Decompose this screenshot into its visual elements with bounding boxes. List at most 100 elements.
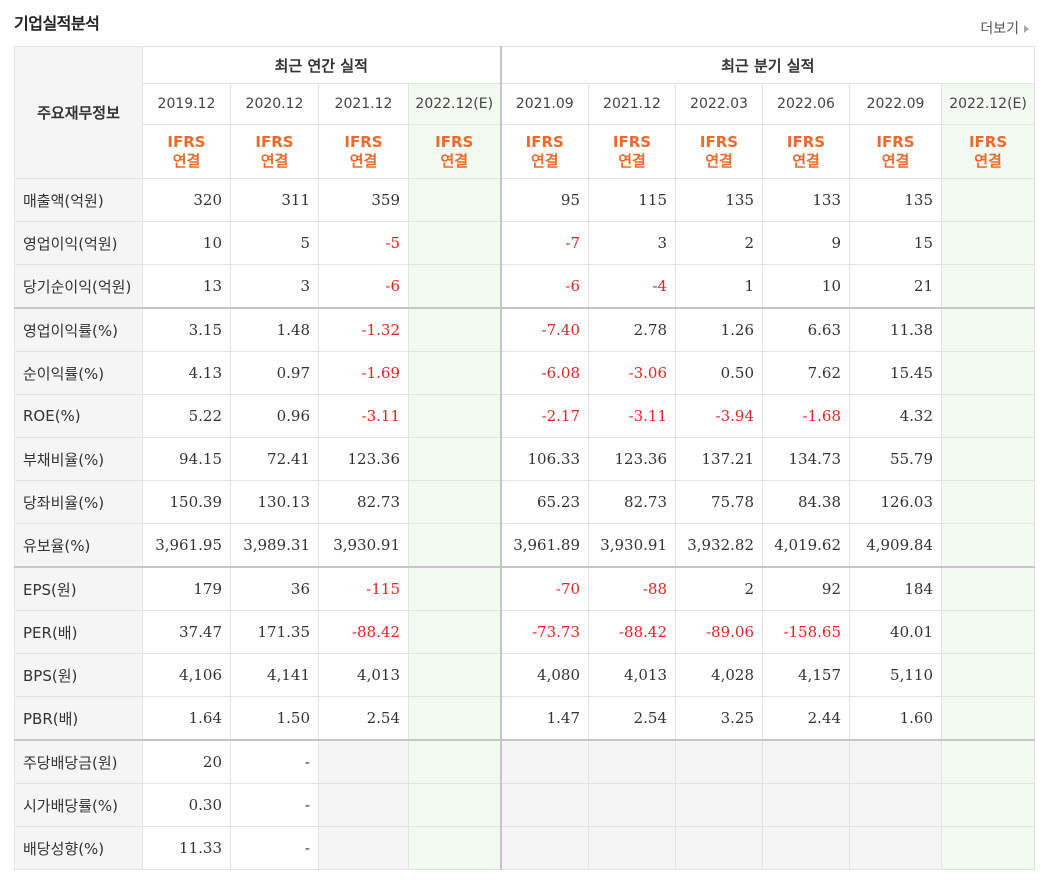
table-cell	[408, 351, 502, 395]
row-label: 영업이익(억원)	[14, 221, 143, 265]
table-cell	[588, 739, 676, 784]
table-cell: 3,989.31	[230, 523, 319, 568]
type-line1: IFRS	[525, 132, 564, 151]
table-cell: 37.47	[142, 610, 231, 654]
row-header: 주요재무정보	[14, 46, 143, 179]
table-cell: 134.73	[762, 437, 850, 481]
table-cell: 84.38	[762, 480, 850, 524]
table-cell	[940, 783, 1036, 827]
table-cell	[762, 783, 850, 827]
table-cell: 2.44	[762, 696, 850, 741]
period-header: 2022.03	[675, 83, 763, 125]
table-cell: 1.60	[849, 696, 942, 741]
row-label: 순이익률(%)	[14, 351, 143, 395]
table-cell	[500, 783, 589, 827]
table-cell	[940, 610, 1036, 654]
row-label: PER(배)	[14, 610, 143, 654]
table-cell: 4.13	[142, 351, 231, 395]
accounting-type: IFRS 연결	[940, 124, 1036, 179]
table-cell	[940, 566, 1036, 611]
table-cell: 82.73	[588, 480, 676, 524]
table-cell: 4,019.62	[762, 523, 850, 568]
table-cell	[408, 178, 502, 222]
table-row: 당기순이익(억원) 13 3 -6 -6 -4 1 10 21	[14, 264, 1036, 309]
period-header: 2022.12(E)	[408, 83, 502, 125]
table-cell: 4,106	[142, 653, 231, 697]
table-cell: 3,961.95	[142, 523, 231, 568]
table-cell: 150.39	[142, 480, 231, 524]
table-row: 시가배당률(%) 0.30-	[14, 783, 1036, 827]
table-cell: -	[230, 739, 319, 784]
section-title: 기업실적분석	[14, 14, 100, 33]
table-cell: 137.21	[675, 437, 763, 481]
table-cell	[408, 264, 502, 309]
type-line2: 연결	[792, 151, 820, 170]
quarterly-header: 최근 분기 실적	[499, 46, 1036, 84]
period-header: 2020.12	[230, 83, 319, 125]
accounting-type: IFRS 연결	[318, 124, 409, 179]
type-line2: 연결	[440, 151, 469, 170]
table-cell	[940, 480, 1036, 524]
table-cell: -6.08	[500, 351, 589, 395]
table-row: 영업이익(억원) 10 5 -5 -7 3 2 9 15	[14, 221, 1036, 265]
period-header: 2022.12(E)	[940, 83, 1036, 125]
table-cell	[675, 739, 763, 784]
table-row: 매출액(억원) 320 311 359 95 115 135 133 135	[14, 178, 1036, 222]
table-cell	[675, 826, 763, 870]
chevron-right-icon	[1024, 25, 1029, 33]
table-cell	[318, 739, 409, 784]
table-cell: 21	[849, 264, 942, 309]
table-cell: 2.78	[588, 307, 676, 352]
period-header: 2021.12	[318, 83, 409, 125]
row-label: PBR(배)	[14, 696, 143, 741]
table-cell: -7	[500, 221, 589, 265]
table-cell	[408, 783, 502, 827]
table-cell: 106.33	[500, 437, 589, 481]
table-cell	[408, 566, 502, 611]
row-label: 매출액(억원)	[14, 178, 143, 222]
table-cell	[849, 826, 942, 870]
type-line1: IFRS	[786, 132, 826, 151]
more-link[interactable]: 더보기	[980, 18, 1029, 38]
table-cell	[408, 221, 502, 265]
table-cell: 10	[762, 264, 850, 309]
accounting-type: IFRS 연결	[142, 124, 231, 179]
type-line1: IFRS	[167, 132, 206, 151]
table-cell: 3	[588, 221, 676, 265]
annual-header: 최근 연간 실적	[142, 46, 502, 84]
table-cell	[500, 826, 589, 870]
table-cell: 1.47	[500, 696, 589, 741]
accounting-type: IFRS 연결	[408, 124, 502, 179]
table-cell	[408, 610, 502, 654]
table-cell	[940, 437, 1036, 481]
row-label: 영업이익률(%)	[14, 307, 143, 352]
table-cell: 2	[675, 566, 763, 611]
table-cell	[940, 394, 1036, 438]
table-cell: 3.15	[142, 307, 231, 352]
table-cell	[849, 783, 942, 827]
table-cell: 82.73	[318, 480, 409, 524]
table-cell: 3.25	[675, 696, 763, 741]
table-cell: 2	[675, 221, 763, 265]
table-cell: 7.62	[762, 351, 850, 395]
table-cell	[940, 739, 1036, 784]
table-cell: 15	[849, 221, 942, 265]
table-row: 당좌비율(%) 150.39 130.13 82.73 65.23 82.73 75.78 8…	[14, 480, 1036, 524]
table-cell: -73.73	[500, 610, 589, 654]
table-cell	[588, 826, 676, 870]
table-cell: -1.32	[318, 307, 409, 352]
financial-table: 주요재무정보 최근 연간 실적 최근 분기 실적 2019.12 2020.12 2…	[14, 46, 1036, 870]
type-line2: 연결	[881, 151, 910, 170]
table-row: 부채비율(%) 94.15 72.41 123.36 106.33 123.36 137.2…	[14, 437, 1036, 481]
table-cell: 2.54	[588, 696, 676, 741]
table-cell	[940, 264, 1036, 309]
table-cell	[408, 523, 502, 568]
table-cell: 92	[762, 566, 850, 611]
row-label: 주당배당금(원)	[14, 739, 143, 784]
table-cell: -3.11	[588, 394, 676, 438]
row-label: ROE(%)	[14, 394, 143, 438]
table-cell: -115	[318, 566, 409, 611]
period-header: 2021.12	[588, 83, 676, 125]
table-cell: 3,932.82	[675, 523, 763, 568]
